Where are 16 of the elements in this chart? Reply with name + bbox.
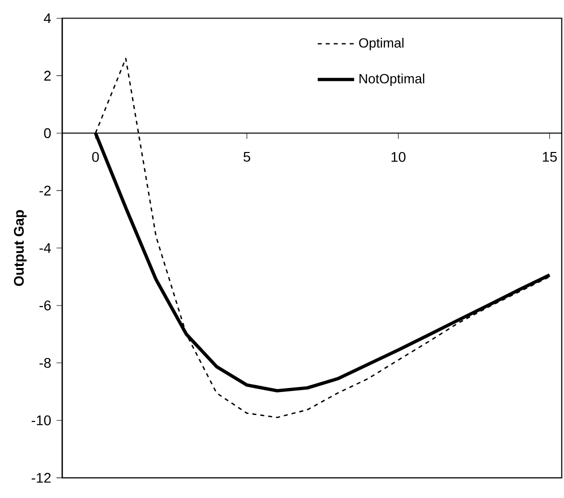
y-tick-label: -12 [32, 472, 51, 483]
x-tick-label: 0 [92, 152, 99, 162]
y-tick-label: 0 [44, 128, 51, 138]
y-tick-label: -10 [32, 415, 51, 426]
x-tick-label: 10 [392, 152, 406, 162]
y-tick-label: 4 [44, 13, 51, 24]
x-tick-label: 5 [244, 152, 250, 162]
x-tick-label: 15 [542, 152, 557, 162]
y-tick-label: 2 [44, 70, 51, 81]
y-axis-title: Output Gap [14, 210, 27, 286]
y-tick-label: -4 [40, 243, 51, 253]
y-tick-label: -2 [40, 186, 51, 196]
legend-label: NotOptimal [360, 74, 424, 86]
y-tick-label: -6 [40, 300, 51, 310]
y-tick-label: -8 [40, 358, 51, 368]
legend-label: Optimal [359, 38, 404, 50]
